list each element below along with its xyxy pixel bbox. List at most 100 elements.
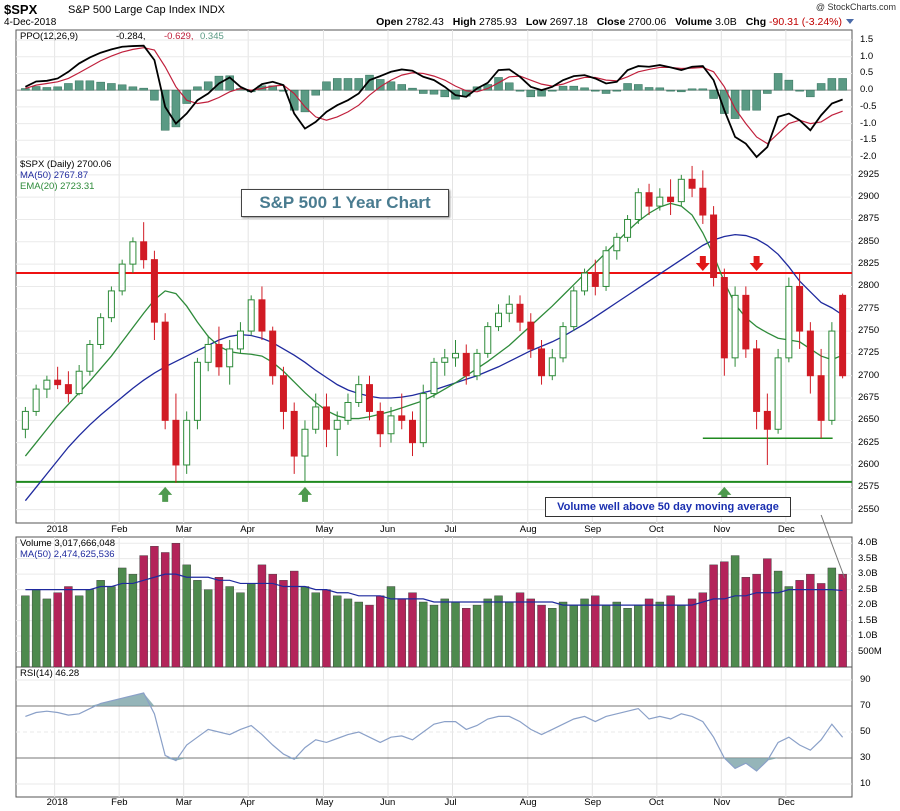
candle-body [581,272,589,292]
volume-bar [537,604,546,668]
volume-bar [85,589,95,668]
candle-body [172,419,180,466]
ohlc-readout: Open 2782.43 High 2785.93 Low 2697.18 Cl… [376,16,842,28]
candle-body [204,343,212,363]
volume-ma-legend: MA(50) 2,474,625,536 [20,549,115,560]
volume-bar [558,601,568,668]
candle-body [247,299,255,332]
candle-body [495,312,503,328]
ppo-histogram-bar [365,74,374,91]
candle-body [624,218,632,238]
candle-body [269,330,277,377]
volume-bar [591,595,600,668]
volume-bar [193,580,202,668]
volume-bar [816,583,826,668]
x-tick-label-bottom: Jun [379,797,396,808]
candle-body [54,379,62,386]
ppo-tick-label: 1.0 [860,50,874,62]
candle-body [785,285,793,359]
ppo-histogram-bar [31,86,41,91]
candle-body [301,428,309,457]
candle-body [710,214,718,279]
candle-body [355,384,363,403]
x-tick-label-bottom: Apr [240,797,255,808]
green-up-arrow-icon [158,486,173,502]
ppo-histogram-bar [816,83,826,91]
candle-body [753,348,761,412]
volume-bar [730,555,740,668]
x-tick-label-bottom: Oct [648,797,664,808]
volume-bar [300,586,310,668]
candle-body [484,326,492,354]
volume-bar [580,598,589,668]
volume-bar [128,573,138,668]
volume-bar [601,604,611,668]
rsi-line [25,692,844,772]
price-tick-label: 2550 [858,503,880,515]
candle-body [215,343,223,368]
ppo-histogram-bar [85,80,95,91]
ppo-histogram-bar [709,89,718,99]
ppo-histogram-bar [107,83,116,91]
volume-bar [160,552,170,668]
volume-bar [773,570,783,668]
ppo-histogram-bar [21,88,30,91]
ppo-tick-label: 1.5 [860,34,874,46]
candle-body [140,241,148,261]
ppo-histogram-bar [720,89,729,114]
candle-body [43,379,51,390]
candle-body [333,419,341,430]
volume-tick-label: 4.0B [858,537,878,549]
volume-bar [655,601,665,668]
volume-legend: Volume 3,017,666,048 [20,538,116,549]
ppo-histogram-bar [548,89,557,92]
ppo-histogram-bar [343,78,353,91]
x-tick-label: Feb [111,524,128,535]
candle-body [570,290,578,328]
volume-annotation: Volume well above 50 day moving average [545,497,791,517]
dropdown-caret-icon[interactable] [846,19,854,24]
green-up-arrow-icon [717,486,732,502]
candle-body [430,361,438,395]
ppo-histogram-bar [128,86,138,91]
ppo-histogram-bar [386,81,396,91]
ppo-histogram-bar [666,89,675,92]
ppo-tick-label: -1.5 [860,134,877,146]
ppo-histogram-bar [289,89,299,111]
ppo-histogram-bar [53,86,62,91]
candle-body [613,236,621,252]
ppo-tick-label: -1.0 [860,117,877,129]
volume-bar [96,580,105,668]
ppo-histogram-bar [827,78,837,91]
ppo-histogram-bar [117,84,127,91]
volume-bar [720,561,729,668]
red-down-arrow-icon [695,256,710,272]
volume-bar [31,589,41,668]
volume-bar [376,595,385,668]
ppo-histogram-bar [483,84,493,91]
volume-bar [214,577,224,668]
ppo-legend-signal: -0.629, [164,31,194,42]
candle-body [699,187,707,216]
volume-bar [451,601,460,668]
ppo-histogram-bar [440,89,450,98]
ppo-histogram-bar [806,89,815,98]
ppo-histogram-bar [634,84,643,91]
volume-bar [225,586,234,668]
volume-bar [548,607,557,668]
price-tick-label: 2650 [858,414,880,426]
rsi-legend: RSI(14) 46.28 [20,668,80,679]
candle-body [290,410,298,457]
annotation-leader-line [820,514,846,579]
volume-bar [623,607,632,668]
ppo-histogram-bar [279,89,288,92]
volume-bar [634,604,643,668]
ppo-histogram-bar [505,82,514,91]
watermark: @ StockCharts.com [815,2,896,12]
candle-body [312,406,320,430]
x-tick-label-bottom: Nov [713,797,731,808]
price-tick-label: 2800 [858,280,880,292]
volume-bar [246,583,256,668]
volume-bar [515,592,525,668]
